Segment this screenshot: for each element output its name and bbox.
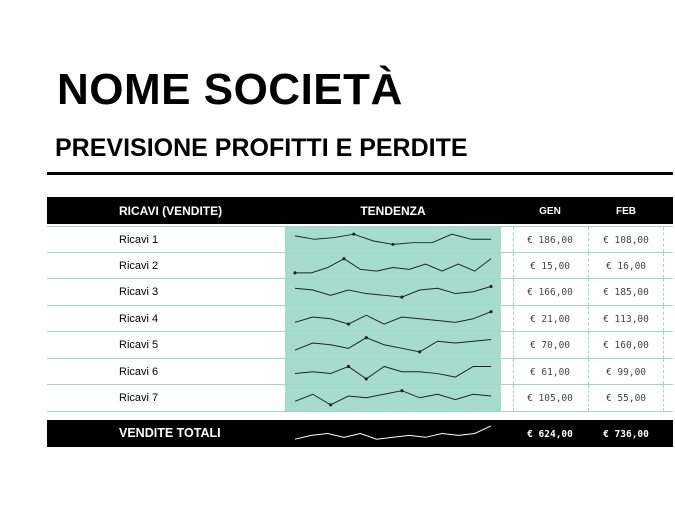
column-separator xyxy=(588,279,589,305)
row-label: Ricavi 3 xyxy=(119,286,159,299)
column-separator xyxy=(513,227,514,252)
header-month-jan: GEN xyxy=(539,206,561,217)
sparkline-line xyxy=(294,310,492,325)
column-separator xyxy=(663,358,664,385)
sparkline-line xyxy=(295,257,492,273)
total-feb: € 736,00 xyxy=(603,429,649,440)
column-separator xyxy=(513,358,514,385)
row-sparkline xyxy=(285,358,501,385)
sparkline-marker xyxy=(293,270,297,274)
page-subtitle: PREVISIONE PROFITTI E PERDITE xyxy=(55,134,468,162)
row-value-feb: € 16,00 xyxy=(605,260,647,272)
row-label: Ricavi 7 xyxy=(119,392,159,405)
sparkline-line xyxy=(294,233,491,245)
column-separator xyxy=(663,279,664,305)
table-body: Ricavi 1 € 186,00 € 108,00 Ricavi 2 € 15,00 €… xyxy=(47,226,673,412)
sparkline-marker xyxy=(418,350,422,354)
column-separator xyxy=(663,252,664,279)
column-separator xyxy=(588,305,589,332)
row-label: Ricavi 4 xyxy=(119,312,159,325)
row-value-feb: € 108,00 xyxy=(603,235,649,246)
row-value-jan: € 186,00 xyxy=(527,235,573,246)
table-row: Ricavi 1 € 186,00 € 108,00 xyxy=(47,226,673,253)
table-header: RICAVI (VENDITE) TENDENZA GEN FEB xyxy=(47,197,673,224)
row-value-feb: € 160,00 xyxy=(603,340,649,352)
sparkline-marker xyxy=(346,364,351,368)
company-name: NOME SOCIETÀ xyxy=(57,65,403,114)
total-jan: € 624,00 xyxy=(527,429,573,440)
table-row: Ricavi 3 € 166,00 € 185,00 xyxy=(47,279,673,306)
row-value-jan: € 105,00 xyxy=(527,393,573,405)
sparkline-marker xyxy=(400,295,404,299)
table-row: Ricavi 5 € 70,00 € 160,00 xyxy=(47,332,673,359)
sparkline-marker xyxy=(329,403,333,407)
header-revenue: RICAVI (VENDITE) xyxy=(119,204,223,218)
row-label: Ricavi 2 xyxy=(119,259,159,272)
sparkline-line xyxy=(294,425,492,440)
table-row: Ricavi 7 € 105,00 € 55,00 xyxy=(47,385,673,412)
column-separator xyxy=(513,252,514,279)
column-separator xyxy=(663,305,664,332)
row-value-feb: € 55,00 xyxy=(605,393,647,405)
row-value-feb: € 185,00 xyxy=(603,287,649,299)
row-label: Ricavi 1 xyxy=(119,234,159,246)
sparkline-marker xyxy=(489,285,493,289)
column-separator xyxy=(588,358,589,385)
row-sparkline xyxy=(285,227,501,252)
sparkline-marker xyxy=(342,256,346,260)
total-label: VENDITE TOTALI xyxy=(119,426,221,440)
sparkline-marker xyxy=(400,389,404,393)
total-sparkline xyxy=(285,420,501,447)
sparkline-marker xyxy=(391,242,395,246)
column-separator xyxy=(588,385,589,411)
table-row: Ricavi 6 € 61,00 € 99,00 xyxy=(47,358,673,386)
row-label: Ricavi 5 xyxy=(119,339,159,352)
sparkline-line xyxy=(294,337,492,353)
sparkline-marker xyxy=(346,322,351,326)
sparkline-line xyxy=(294,286,492,298)
sparkline-marker xyxy=(489,309,493,313)
sparkline-marker xyxy=(364,377,368,381)
table-row: Ricavi 2 € 15,00 € 16,00 xyxy=(47,252,673,280)
sparkline-marker xyxy=(352,232,356,236)
sparkline-line xyxy=(294,365,491,380)
row-label: Ricavi 6 xyxy=(119,365,159,378)
column-separator xyxy=(513,279,514,305)
column-separator xyxy=(663,385,664,411)
row-sparkline xyxy=(285,385,501,411)
column-separator xyxy=(588,252,589,279)
row-value-jan: € 61,00 xyxy=(529,366,571,378)
header-month-feb: FEB xyxy=(616,206,636,217)
row-value-jan: € 166,00 xyxy=(527,287,573,299)
column-separator xyxy=(588,227,589,252)
column-separator xyxy=(513,385,514,411)
column-separator xyxy=(513,332,514,358)
header-trend: TENDENZA xyxy=(360,204,426,218)
table-row: Ricavi 4 € 21,00 € 113,00 xyxy=(47,305,673,333)
column-separator xyxy=(588,332,589,358)
sparkline-marker xyxy=(364,336,368,340)
row-sparkline xyxy=(285,252,501,279)
column-separator xyxy=(663,332,664,358)
row-value-jan: € 15,00 xyxy=(529,260,571,272)
row-sparkline xyxy=(285,279,501,305)
row-value-jan: € 21,00 xyxy=(529,313,571,325)
column-separator xyxy=(663,227,664,252)
sparkline-line xyxy=(294,390,492,406)
row-value-jan: € 70,00 xyxy=(529,340,571,352)
title-rule xyxy=(47,172,673,175)
column-separator xyxy=(513,305,514,332)
row-value-feb: € 99,00 xyxy=(605,366,647,378)
row-value-feb: € 113,00 xyxy=(603,313,649,325)
row-sparkline xyxy=(285,332,501,358)
row-sparkline xyxy=(285,305,501,332)
total-row: VENDITE TOTALI € 624,00 € 736,00 xyxy=(47,420,673,447)
